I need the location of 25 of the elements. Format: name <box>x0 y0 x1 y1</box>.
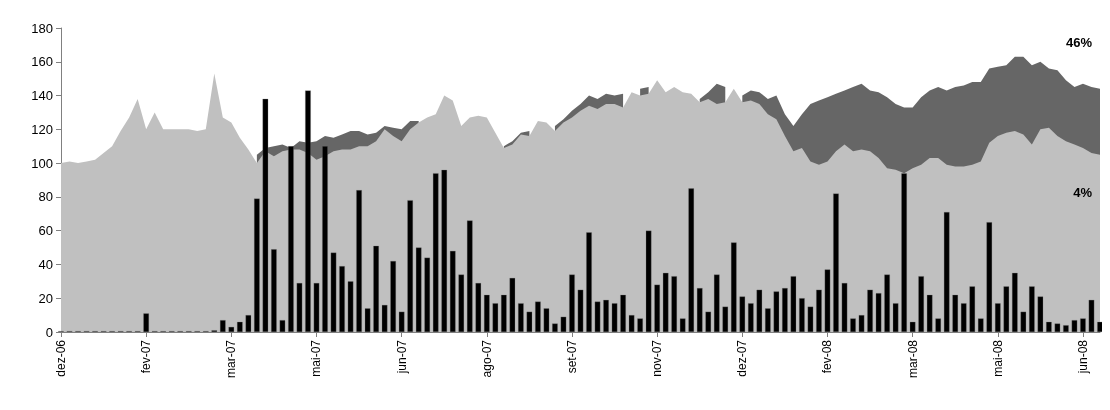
x-tick-label: dez-06 <box>54 339 68 377</box>
y-tick-label: 140 <box>31 88 53 104</box>
x-tick-label: mar-08 <box>905 339 920 379</box>
x-tick-label: jun-08 <box>1075 339 1090 375</box>
y-tick-label: 160 <box>31 54 53 70</box>
x-tick-label: jun-07 <box>394 339 409 375</box>
y-tick-label: 100 <box>31 155 53 171</box>
x-tick-label: set-07 <box>564 339 579 374</box>
y-tick-label: 0 <box>45 324 53 340</box>
y-tick-label: 60 <box>38 223 53 239</box>
x-tick-label: fev-08 <box>820 339 835 374</box>
x-tick-label: dez-07 <box>735 339 750 377</box>
annotation: 46% <box>1065 35 1093 50</box>
y-tick-label: 80 <box>38 189 53 205</box>
x-tick-label: fev-07 <box>139 339 154 374</box>
x-tick-label: nov-07 <box>650 339 665 377</box>
y-tick-label: 20 <box>38 290 53 306</box>
y-tick-label: 180 <box>31 20 53 36</box>
x-tick-label: mai-08 <box>990 339 1005 377</box>
x-tick-label: mai-07 <box>309 339 324 377</box>
y-tick-label: 40 <box>38 256 53 272</box>
x-tick-label: ago-07 <box>479 339 494 378</box>
annotation: 4% <box>1073 185 1093 200</box>
x-tick-label: mar-07 <box>224 339 239 379</box>
y-tick-label: 120 <box>31 121 53 137</box>
